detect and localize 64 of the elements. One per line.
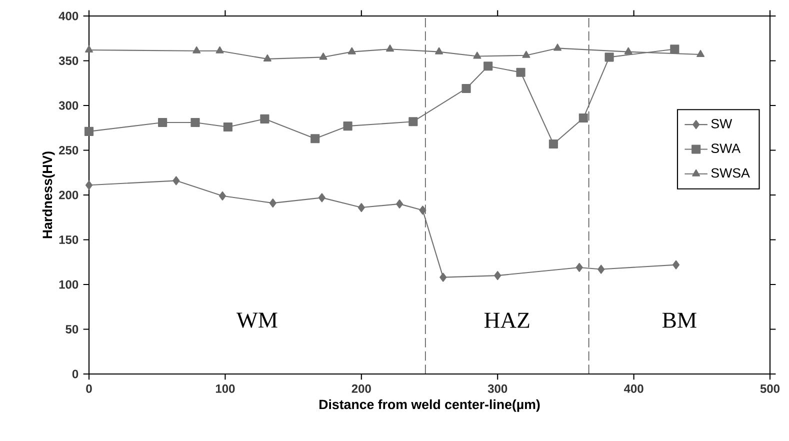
point — [216, 46, 224, 54]
point — [218, 191, 226, 200]
y-tick-label: 100 — [59, 280, 78, 289]
point — [484, 62, 493, 71]
point — [494, 271, 502, 280]
x-tick-label: 0 — [86, 384, 92, 393]
point — [319, 52, 328, 60]
y-tick-label: 50 — [66, 324, 78, 334]
y-tick-label: 0 — [72, 370, 78, 378]
y-tick-label: 150 — [59, 235, 78, 244]
x-tick-label: 100 — [216, 384, 235, 393]
point — [386, 44, 394, 52]
point — [408, 117, 418, 126]
legend-label: SW — [711, 118, 732, 128]
point — [223, 122, 232, 132]
point — [192, 46, 201, 54]
point — [670, 44, 680, 54]
point — [318, 193, 326, 202]
point — [269, 198, 276, 208]
annotation: BM — [662, 312, 696, 328]
point — [263, 54, 272, 62]
legend-label: SWA — [711, 144, 741, 154]
y-tick-label: 400 — [58, 12, 78, 20]
y-tick-label: 250 — [59, 146, 78, 154]
point — [419, 206, 426, 215]
y-tick-label: 350 — [58, 56, 78, 65]
point — [343, 122, 352, 131]
annotation: WM — [236, 312, 278, 328]
point — [462, 84, 471, 94]
x-tick-label: 400 — [624, 384, 644, 393]
point — [624, 47, 632, 54]
x-axis-title: Distance from weld center-line(µm) — [320, 399, 540, 412]
point — [172, 176, 180, 186]
x-tick-label: 300 — [488, 384, 508, 393]
y-tick-label: 300 — [58, 101, 78, 110]
point — [84, 126, 94, 136]
point — [473, 52, 482, 59]
point — [260, 114, 270, 124]
point — [578, 113, 588, 123]
point — [696, 50, 705, 58]
point — [440, 272, 447, 282]
point — [348, 47, 356, 54]
point — [598, 264, 605, 274]
point — [190, 118, 200, 128]
point — [576, 262, 583, 272]
point — [604, 52, 614, 62]
point — [310, 134, 320, 144]
point — [396, 199, 404, 208]
point — [85, 45, 94, 53]
x-tick-label: 200 — [352, 384, 371, 393]
y-axis-title: Hardness(HV) — [42, 152, 55, 238]
legend-label: SWSA — [711, 168, 750, 178]
point — [158, 118, 168, 128]
point — [522, 50, 530, 58]
point — [548, 139, 558, 149]
annotation: HAZ — [484, 312, 530, 328]
point — [435, 47, 444, 54]
point — [672, 260, 680, 270]
point — [516, 68, 526, 77]
point — [358, 202, 365, 212]
x-tick-label: 500 — [760, 384, 780, 393]
point — [554, 44, 562, 51]
y-tick-label: 200 — [59, 190, 78, 200]
point — [85, 180, 93, 190]
